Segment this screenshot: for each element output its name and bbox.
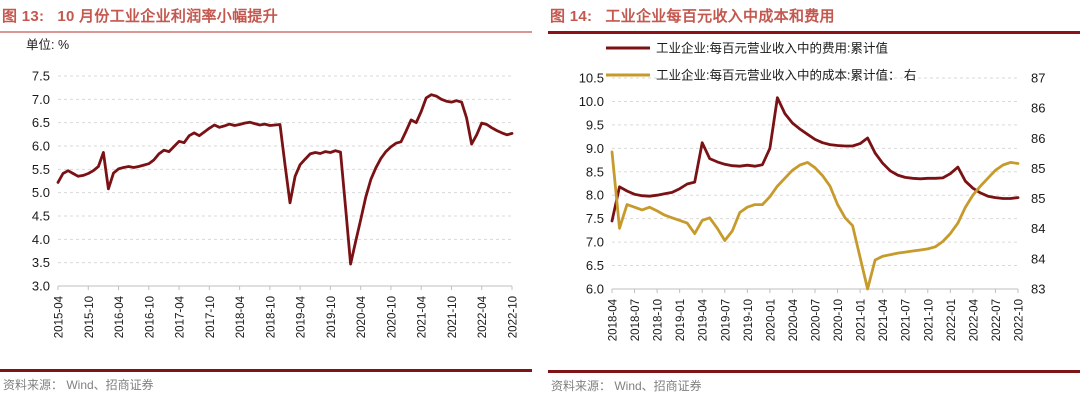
- x-axis-label: 2015-04: [54, 295, 66, 338]
- y-axis-label: 7.0: [586, 235, 604, 250]
- x-axis-label: 2019-04: [296, 295, 308, 338]
- y-axis-label: 4.0: [32, 232, 50, 247]
- y-axis-label: 8.5: [586, 164, 604, 179]
- x-axis-label: 2021-04: [417, 295, 429, 338]
- x-axis-label: 2018-04: [235, 295, 247, 338]
- right-y-axis-label: 84: [1031, 221, 1045, 236]
- y-axis-label: 6.0: [586, 282, 604, 297]
- x-axis-label: 2020-07: [811, 299, 823, 341]
- right-y-axis-label: 86: [1031, 131, 1045, 146]
- x-axis-label: 2018-10: [653, 299, 665, 341]
- y-axis-label: 3.0: [32, 279, 50, 294]
- x-axis-label: 2019-07: [720, 299, 732, 341]
- profit-margin-line: [56, 93, 514, 266]
- figure-14-caption: 工业企业每百元收入中成本和费用: [605, 8, 835, 25]
- cost-per-100-revenue-line: [610, 150, 1020, 291]
- y-axis-label: 8.0: [586, 188, 604, 203]
- x-axis-label: 2022-01: [946, 299, 958, 341]
- y-axis-label: 7.5: [32, 69, 50, 84]
- x-axis-label: 2020-10: [386, 296, 398, 338]
- x-axis-label: 2020-04: [356, 295, 368, 338]
- right-y-axis-label: 85: [1031, 191, 1045, 206]
- figure-13-caption: 10 月份工业企业利润率小幅提升: [57, 8, 279, 25]
- legend-label: 工业企业:每百元营业收入中的成本:累计值： 右: [656, 68, 916, 83]
- x-axis-label: 2018-07: [630, 299, 642, 341]
- x-axis-label: 2022-04: [477, 295, 489, 338]
- x-axis-label: 2022-07: [991, 299, 1003, 341]
- right-y-axis-label: 83: [1031, 282, 1045, 297]
- x-axis-label: 2022-10: [1014, 299, 1026, 341]
- figure-14-source: 资料来源： Wind、招商证券: [551, 379, 702, 393]
- unit-label: 单位: %: [26, 37, 69, 52]
- x-axis-label: 2021-10: [923, 299, 935, 341]
- x-axis-label: 2018-04: [608, 298, 620, 341]
- y-axis-label: 6.5: [586, 258, 604, 273]
- figure-13-panel: 图 13: 10 月份工业企业利润率小幅提升 7.5 7.0 6.5 6.0 5.5 5.0…: [0, 7, 540, 410]
- y-axis-label: 6.5: [32, 115, 50, 130]
- y-axis-label: 7.5: [586, 211, 604, 226]
- profit-margin-chart: 7.5 7.0 6.5 6.0 5.5 5.0 4.5 4.0 3.5 3.0 2015-04 201…: [26, 37, 520, 338]
- figure-14-panel: 图 14: 工业企业每百元收入中成本和费用 10.5 10.0 9.5 9.0 8.5 8.…: [540, 7, 1080, 410]
- x-axis-label: 2022-10: [508, 296, 520, 338]
- x-axis-label: 2021-01: [856, 299, 868, 341]
- right-y-axis-label: 84: [1031, 251, 1045, 266]
- legend-label: 工业企业:每百元营业收入中的费用:累计值: [656, 41, 888, 56]
- x-axis-label: 2019-01: [675, 299, 687, 341]
- right-y-axis-label: 86: [1031, 101, 1045, 116]
- right-y-axis-label: 87: [1031, 71, 1045, 86]
- y-axis-label: 5.5: [32, 162, 50, 177]
- y-axis-label: 9.5: [586, 117, 604, 132]
- cost-and-fee-chart: 10.5 10.0 9.5 9.0 8.5 8.0 7.5 7.0 6.5 6.0 87 86 86 85…: [579, 41, 1046, 342]
- right-y-axis-label: 85: [1031, 161, 1045, 176]
- x-axis-label: 2015-10: [84, 296, 96, 338]
- y-axis-label: 7.0: [32, 92, 50, 107]
- figure-14-label: 图 14:: [550, 8, 593, 25]
- figure-13-source: 资料来源： Wind、招商证券: [3, 378, 154, 392]
- x-axis-label: 2022-04: [968, 298, 980, 341]
- x-axis-label: 2021-04: [878, 298, 890, 341]
- x-axis-label: 2021-07: [901, 299, 913, 341]
- y-axis-label: 3.5: [32, 255, 50, 270]
- figure-14-divider: [548, 370, 1080, 373]
- x-axis-label: 2016-04: [114, 295, 126, 338]
- fee-per-100-revenue-line: [610, 96, 1020, 223]
- x-axis-label: 2019-04: [698, 298, 710, 341]
- y-axis-label: 10.0: [579, 94, 604, 109]
- x-axis-label: 2016-10: [144, 296, 156, 338]
- x-axis-label: 2018-10: [265, 296, 277, 338]
- figure-14-title: 图 14: 工业企业每百元收入中成本和费用: [548, 7, 1080, 34]
- y-axis-label: 4.5: [32, 209, 50, 224]
- y-axis-label: 6.0: [32, 139, 50, 154]
- x-axis-label: 2019-10: [743, 299, 755, 341]
- y-axis-label: 9.0: [586, 141, 604, 156]
- y-axis-label: 5.0: [32, 185, 50, 200]
- figure-13-title: 图 13: 10 月份工业企业利润率小幅提升: [0, 7, 532, 33]
- y-axis-label: 10.5: [579, 71, 604, 86]
- x-axis-label: 2017-10: [205, 296, 217, 338]
- x-axis-label: 2020-04: [788, 298, 800, 341]
- x-axis-label: 2020-10: [833, 299, 845, 341]
- x-axis-label: 2019-10: [326, 296, 338, 338]
- figure-13-label: 图 13:: [2, 8, 45, 25]
- x-axis-label: 2020-01: [765, 299, 777, 341]
- x-axis-label: 2017-04: [175, 295, 187, 338]
- figure-13-divider: [0, 369, 532, 372]
- x-axis-label: 2021-10: [447, 296, 459, 338]
